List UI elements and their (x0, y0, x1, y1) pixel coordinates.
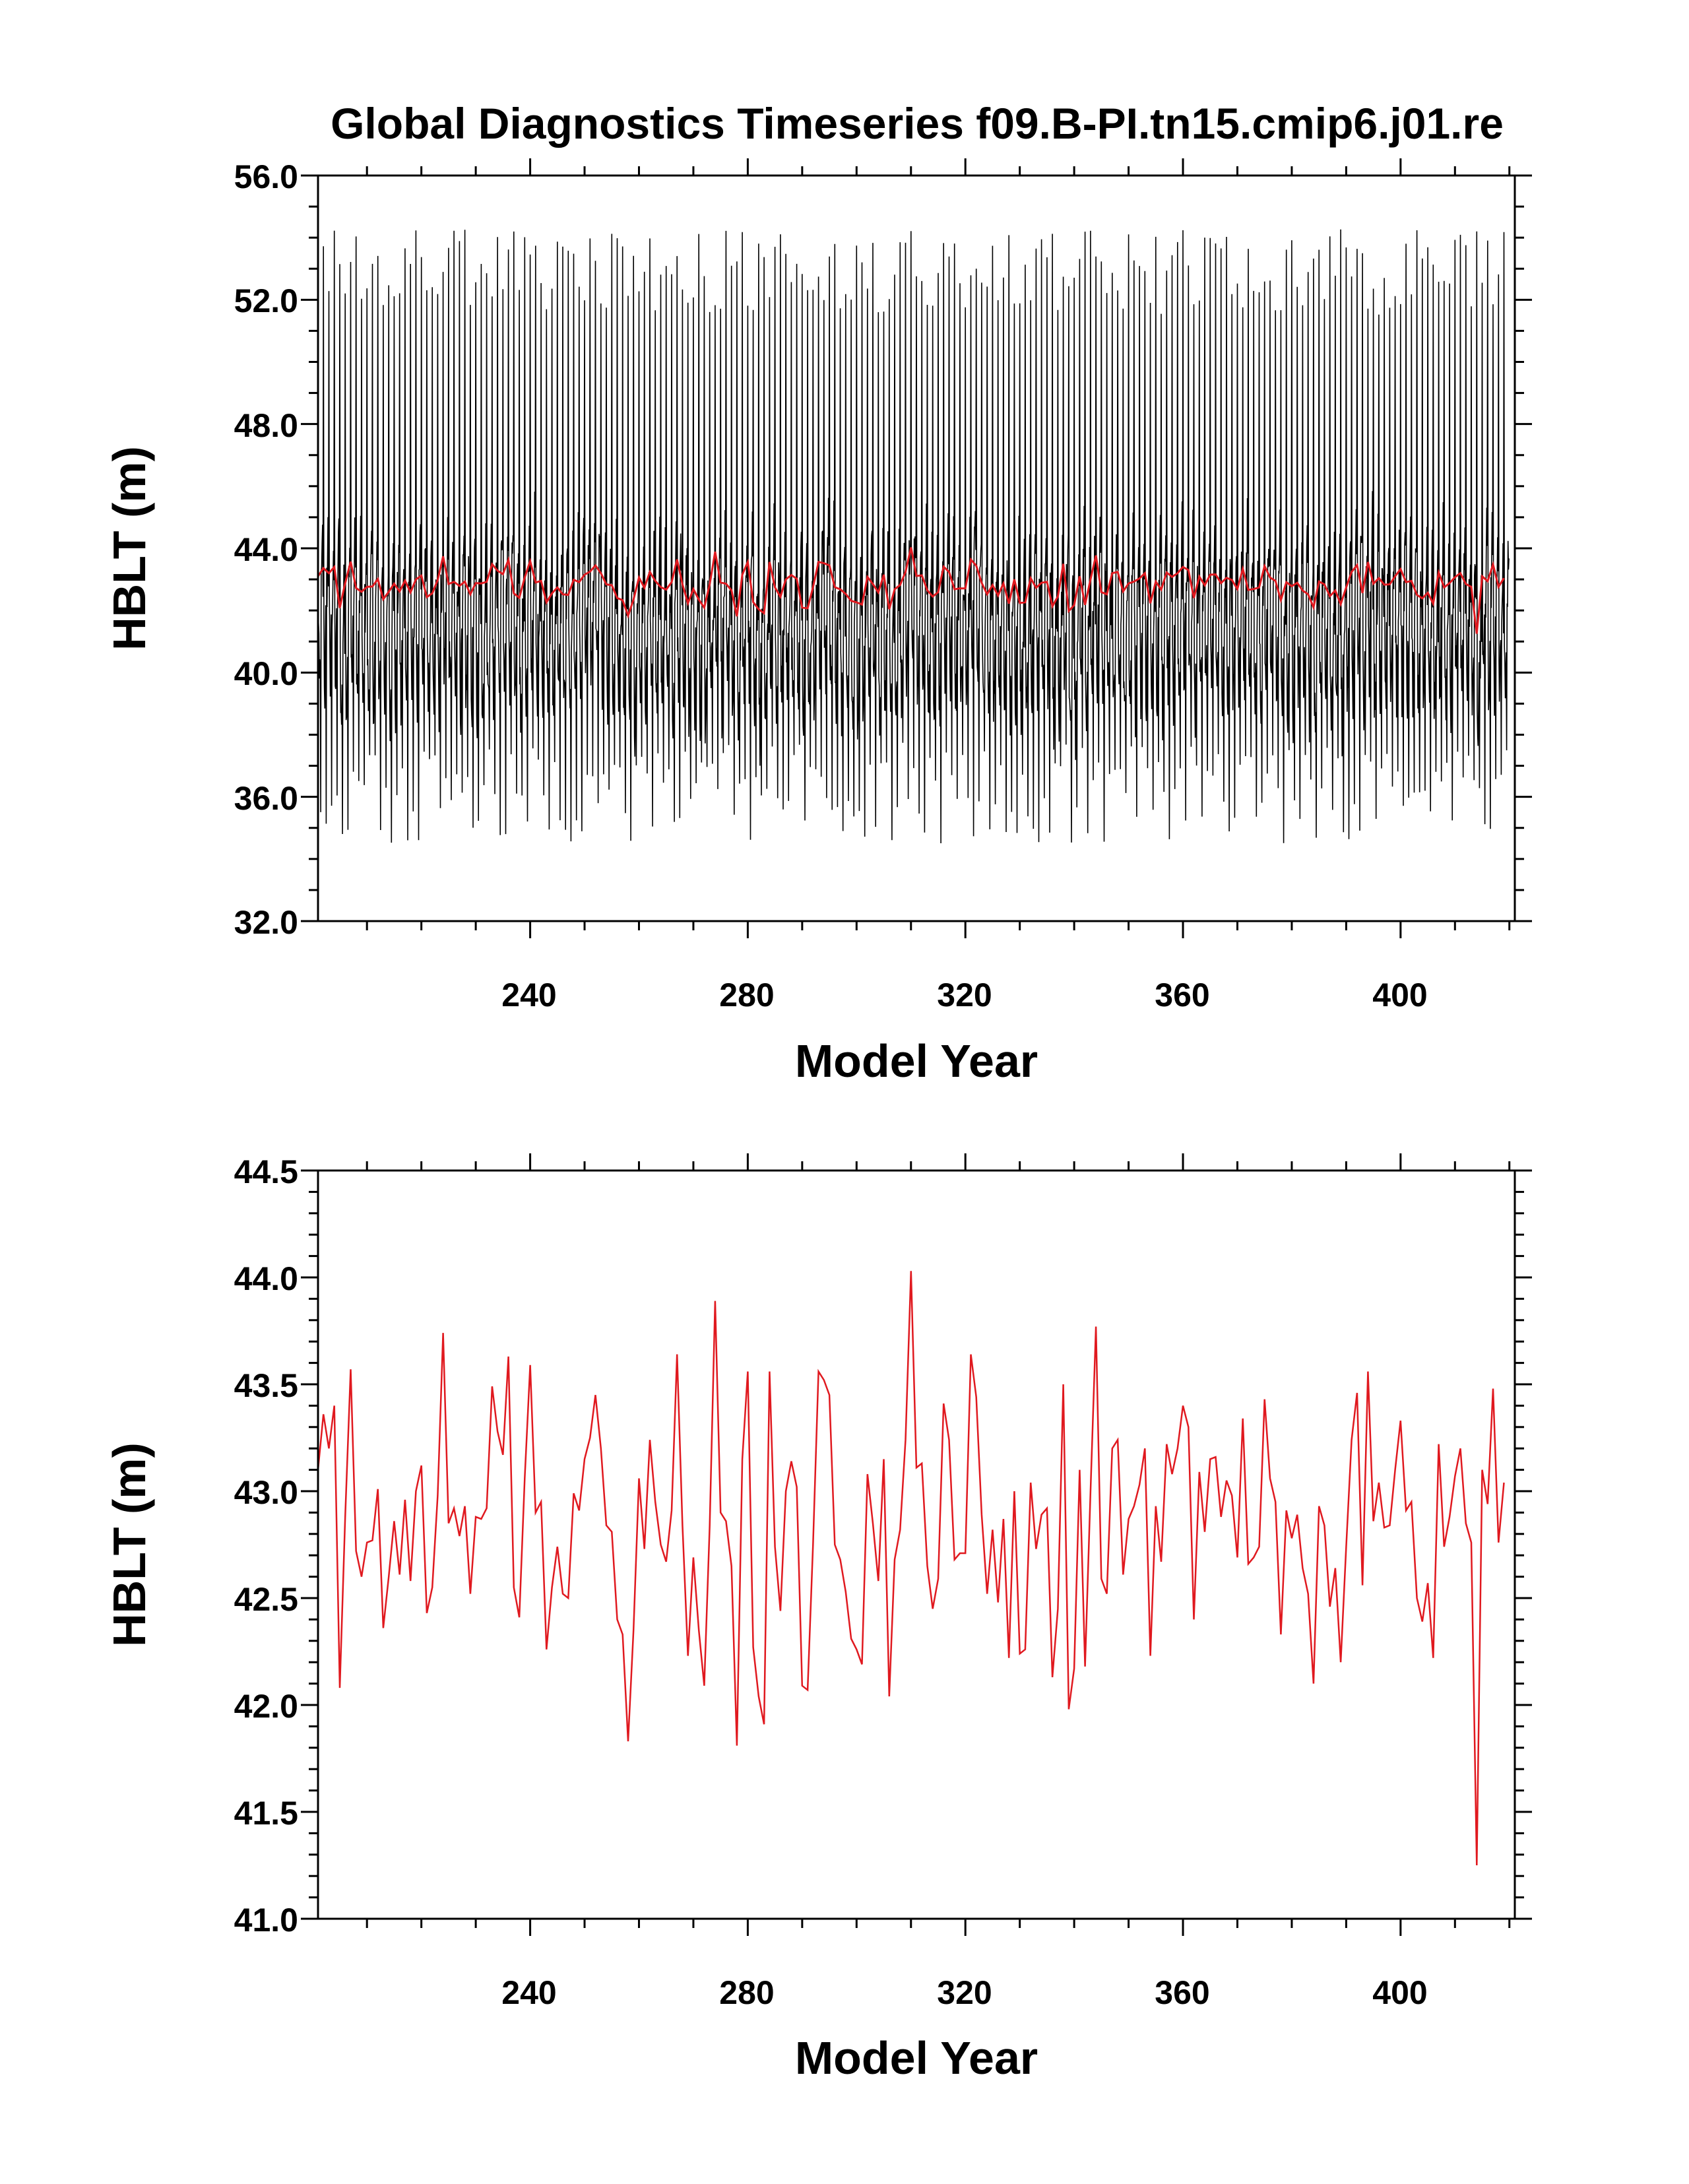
figure-title: Global Diagnostics Timeseries f09.B-PI.t… (331, 99, 1504, 148)
top-x-axis-label: Model Year (795, 1035, 1038, 1087)
x-tick-label: 400 (1372, 977, 1427, 1013)
annual-mean-line (317, 1271, 1505, 1866)
bottom-ticks (301, 1153, 1532, 1936)
monthly-line (317, 229, 1510, 844)
x-tick-label: 240 (501, 1974, 556, 2011)
bottom-x-axis-label: Model Year (795, 2032, 1038, 2084)
y-tick-label: 32.0 (234, 904, 298, 941)
x-tick-label: 280 (719, 1974, 774, 2011)
y-tick-label: 44.0 (234, 531, 298, 568)
y-tick-label: 42.0 (234, 1688, 298, 1725)
top-panel: 32.0 36.0 40.0 44.0 48.0 52.0 56.0 240 2… (104, 158, 1532, 1087)
x-tick-label: 360 (1155, 1974, 1209, 2011)
y-tick-label: 52.0 (234, 282, 298, 319)
x-tick-label: 320 (937, 1974, 992, 2011)
top-x-tick-labels: 240 280 320 360 400 (501, 977, 1427, 1013)
bottom-plot-frame (317, 1169, 1516, 1920)
y-tick-label: 36.0 (234, 780, 298, 817)
top-plot-area (317, 229, 1510, 844)
bottom-y-axis-label: HBLT (m) (104, 1442, 155, 1647)
bottom-x-tick-labels: 240 280 320 360 400 (501, 1974, 1427, 2011)
y-tick-label: 40.0 (234, 655, 298, 692)
y-tick-label: 44.5 (234, 1153, 298, 1190)
x-tick-label: 240 (501, 977, 556, 1013)
y-tick-label: 48.0 (234, 407, 298, 444)
y-tick-label: 44.0 (234, 1260, 298, 1297)
y-tick-label: 56.0 (234, 158, 298, 195)
top-y-tick-labels: 32.0 36.0 40.0 44.0 48.0 52.0 56.0 (234, 158, 298, 941)
y-tick-label: 41.0 (234, 1902, 298, 1939)
y-tick-label: 43.5 (234, 1367, 298, 1404)
y-tick-label: 42.5 (234, 1581, 298, 1618)
x-tick-label: 280 (719, 977, 774, 1013)
bottom-y-tick-labels: 41.0 41.5 42.0 42.5 43.0 43.5 44.0 44.5 (234, 1153, 298, 1939)
x-tick-label: 320 (937, 977, 992, 1013)
y-tick-label: 41.5 (234, 1795, 298, 1832)
top-ticks (301, 158, 1532, 938)
bottom-panel: 41.0 41.5 42.0 42.5 43.0 43.5 44.0 44.5 … (104, 1153, 1532, 2084)
y-tick-label: 43.0 (234, 1474, 298, 1511)
bottom-plot-area (317, 1271, 1505, 1866)
x-tick-label: 400 (1372, 1974, 1427, 2011)
top-y-axis-label: HBLT (m) (104, 446, 155, 651)
annual-mean-line (317, 547, 1505, 634)
x-tick-label: 360 (1155, 977, 1209, 1013)
